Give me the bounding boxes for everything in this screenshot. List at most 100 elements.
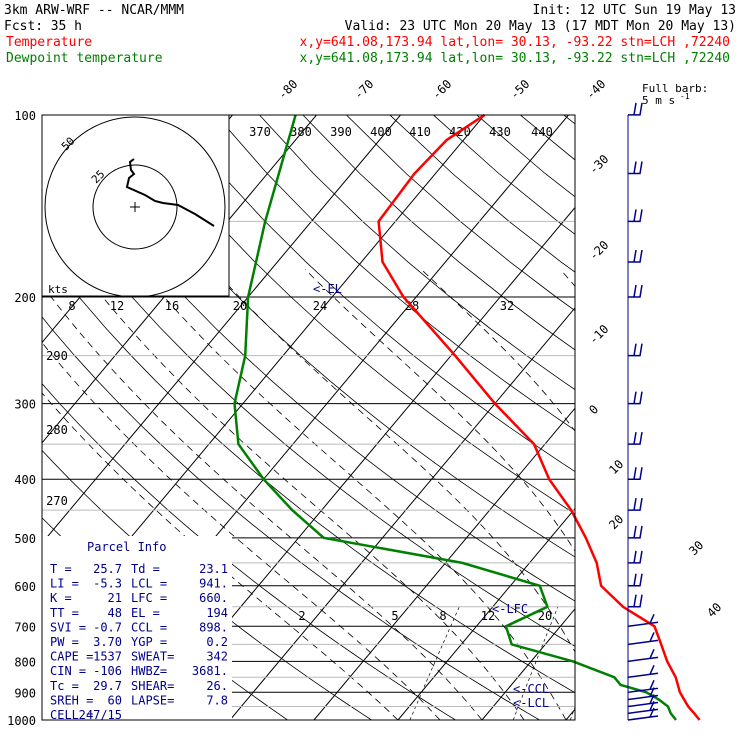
- theta-label: 440: [531, 125, 553, 139]
- isotherm: [397, 507, 575, 720]
- wind-barbs: Full barb: 5 m s -1: [627, 82, 708, 721]
- parcel-row-value: 3681.: [192, 664, 228, 678]
- moist-adiabat: [42, 392, 399, 720]
- ccl-marker: <-CCL: [513, 682, 549, 696]
- isotherm: [650, 115, 740, 720]
- hodograph: 50 25 kts: [41, 114, 230, 298]
- dry-adiabat: [694, 115, 740, 733]
- parcel-row-value: 342: [206, 650, 228, 664]
- dry-adiabat: [128, 115, 575, 515]
- isotherm-label: 10: [606, 457, 626, 477]
- valid-time: Valid: 23 UTC Mon 20 May 13 (17 MDT Mon …: [345, 19, 736, 34]
- wind-barb: [628, 573, 643, 587]
- parcel-row-value: 898.: [199, 620, 228, 634]
- barb-key-line1: Full barb:: [642, 82, 708, 95]
- parcel-row-label: CCL =: [131, 620, 167, 634]
- wind-barb: [628, 161, 643, 175]
- level-markers: <-EL <-LFC <-CCL<-LCL: [313, 282, 549, 710]
- dry-adiabat: [607, 115, 740, 733]
- parcel-row-value: 21: [108, 591, 122, 605]
- parcel-row-value: 247/15: [79, 708, 122, 722]
- theta-e-label: 290: [46, 349, 68, 363]
- dry-adiabats: [42, 115, 740, 733]
- isotherm-label: -50: [507, 77, 532, 102]
- parcel-row-value: 26.: [206, 679, 228, 693]
- parcel-row-value: 23.1: [199, 562, 228, 576]
- moist-adiabat: [213, 269, 575, 653]
- mixing-ratio-label: 2: [298, 609, 305, 623]
- speed-label: 24: [313, 299, 327, 313]
- moist-adiabat: [42, 341, 441, 720]
- dewpoint-legend: Dewpoint temperature: [6, 51, 163, 66]
- wind-barb: [628, 525, 643, 539]
- isotherm-label: 20: [606, 512, 626, 532]
- dry-adiabat: [85, 115, 575, 558]
- barb-key-line2: 5 m s: [642, 94, 675, 107]
- isotherm-label: -30: [586, 152, 611, 177]
- dry-adiabat: [476, 115, 575, 198]
- isotherm-label: -80: [275, 77, 300, 102]
- dry-adiabat: [433, 115, 575, 235]
- dry-adiabat: [172, 115, 575, 473]
- isotherm-label: 40: [704, 600, 724, 620]
- wind-barb: [628, 467, 643, 480]
- mixing-ratio-line: [690, 607, 726, 720]
- dewpoint-profile: [233, 114, 677, 721]
- parcel-row-value: 3.70: [93, 635, 122, 649]
- dry-adiabat: [42, 383, 457, 720]
- mixing-ratio-line: [409, 606, 460, 720]
- moist-adiabat: [79, 269, 525, 720]
- wind-barb: [628, 249, 643, 263]
- pressure-label-900: 900: [14, 686, 36, 700]
- barb-key-exponent: -1: [680, 92, 690, 101]
- theta-label: 430: [489, 125, 511, 139]
- parcel-row-value: 1537: [93, 650, 122, 664]
- dry-adiabat: [215, 115, 575, 431]
- mixing-ratio-label: 20: [538, 609, 552, 623]
- hodograph-trace: [125, 158, 215, 227]
- parcel-row-label: TT =: [50, 606, 79, 620]
- wind-barb: [628, 594, 643, 608]
- parcel-row-label: SWEAT=: [131, 650, 174, 664]
- profiles: [233, 113, 701, 721]
- theta-e-label: 280: [46, 423, 68, 437]
- parcel-row-value: -5.3: [93, 577, 122, 591]
- parcel-row-label: LFC =: [131, 591, 167, 605]
- pressure-label-300: 300: [14, 398, 36, 412]
- el-marker: <-EL: [313, 282, 342, 296]
- dry-adiabat: [519, 115, 575, 161]
- parcel-row-label: SREH =: [50, 693, 93, 707]
- temperature-profile: [377, 113, 701, 721]
- parcel-row-label: CIN =: [50, 664, 86, 678]
- moist-adiabat: [421, 269, 575, 432]
- mixing-ratio-label: 5: [391, 609, 398, 623]
- dry-adiabat: [42, 182, 575, 647]
- dry-adiabat: [42, 115, 575, 602]
- parcel-row-label: YGP =: [131, 635, 167, 649]
- isotherm-label: -70: [351, 77, 376, 102]
- pressure-label-500: 500: [14, 532, 36, 546]
- parcel-row-label: EL =: [131, 606, 160, 620]
- isotherm-label: -20: [586, 238, 611, 263]
- moist-adiabat: [42, 284, 483, 720]
- isotherm: [313, 407, 575, 720]
- isotherm-label: -60: [429, 77, 454, 102]
- pressure-label-400: 400: [14, 473, 36, 487]
- mixing-ratio-line: [512, 606, 559, 720]
- dry-adiabat: [42, 249, 575, 694]
- parcel-row-label: Td =: [131, 562, 160, 576]
- parcel-row-label: HWBZ=: [131, 664, 167, 678]
- moist-adiabat: [139, 269, 567, 720]
- wind-barb: [628, 284, 643, 298]
- isotherm-label: 0: [586, 402, 601, 417]
- parcel-row-label: T =: [50, 562, 72, 576]
- forecast-label: Fcst:: [4, 19, 43, 34]
- theta-label: 380: [290, 125, 312, 139]
- mixing-ratio-label: 8: [439, 609, 446, 623]
- isotherm: [42, 115, 401, 544]
- parcel-info-box: Parcel Info T = 25.7 Td = 23.1 LI = -5.3 LCL =…: [42, 536, 232, 722]
- isotherm: [481, 608, 575, 720]
- parcel-row-label: CELL =: [50, 708, 93, 722]
- parcel-row-label: LAPSE=: [131, 693, 174, 707]
- lfc-marker: <-LFC: [492, 602, 528, 616]
